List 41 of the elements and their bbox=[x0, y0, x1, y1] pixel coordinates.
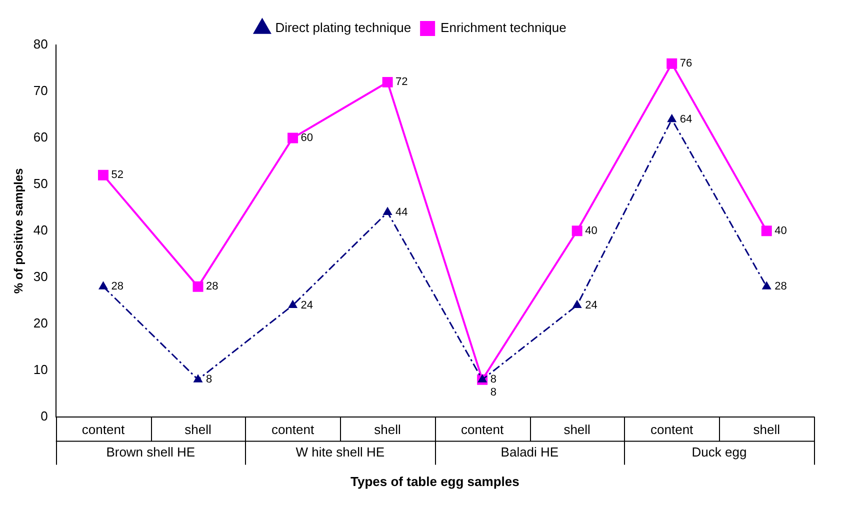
y-tick-label: 30 bbox=[33, 268, 48, 284]
x-tick-label: shell bbox=[753, 422, 780, 438]
text: Baladi HE bbox=[500, 444, 559, 460]
text: Brown shell HE bbox=[106, 444, 196, 460]
data-label: 76 bbox=[680, 58, 692, 70]
data-label: 44 bbox=[396, 206, 408, 218]
x-axis-title: Types of table egg samples bbox=[350, 474, 520, 489]
text: Duck egg bbox=[692, 444, 747, 460]
legend-label: Enrichment technique bbox=[440, 20, 566, 36]
text: W hite shell HE bbox=[296, 444, 385, 460]
data-label: 24 bbox=[300, 299, 314, 312]
data-label: 8 bbox=[206, 374, 212, 386]
y-tick-label: 70 bbox=[33, 83, 48, 98]
data-label: 72 bbox=[396, 76, 408, 88]
data-label: 8 bbox=[490, 374, 496, 386]
data-label: 40 bbox=[774, 224, 787, 237]
x-tick-label: content bbox=[271, 422, 314, 438]
data-label: 52 bbox=[111, 169, 124, 182]
x-tick-label: shell bbox=[374, 422, 402, 438]
y-tick-label: 40 bbox=[33, 222, 48, 238]
y-tick-label: 50 bbox=[33, 176, 48, 192]
data-label: 40 bbox=[585, 224, 598, 237]
data-label: 60 bbox=[300, 132, 314, 144]
data-label: 8 bbox=[490, 386, 496, 399]
data-label: 24 bbox=[585, 299, 598, 312]
data-label: 28 bbox=[206, 280, 218, 293]
y-tick-label: 80 bbox=[33, 36, 48, 52]
y-tick-label: 0 bbox=[40, 408, 48, 424]
x-tick-label: content bbox=[650, 422, 694, 438]
y-tick-label: 60 bbox=[33, 130, 48, 145]
x-tick-label: shell bbox=[184, 422, 212, 438]
x-tick-label: shell bbox=[564, 422, 591, 438]
data-label: 28 bbox=[111, 280, 124, 293]
x-tick-label: content bbox=[82, 422, 125, 438]
y-tick-label: 10 bbox=[33, 362, 48, 377]
data-label: 28 bbox=[774, 280, 787, 293]
y-tick-label: 20 bbox=[33, 315, 48, 330]
data-label: 64 bbox=[680, 113, 692, 126]
y-axis-title: % of positive samples bbox=[12, 168, 26, 294]
legend-label: Direct plating technique bbox=[275, 20, 412, 36]
x-tick-label: content bbox=[460, 422, 504, 438]
